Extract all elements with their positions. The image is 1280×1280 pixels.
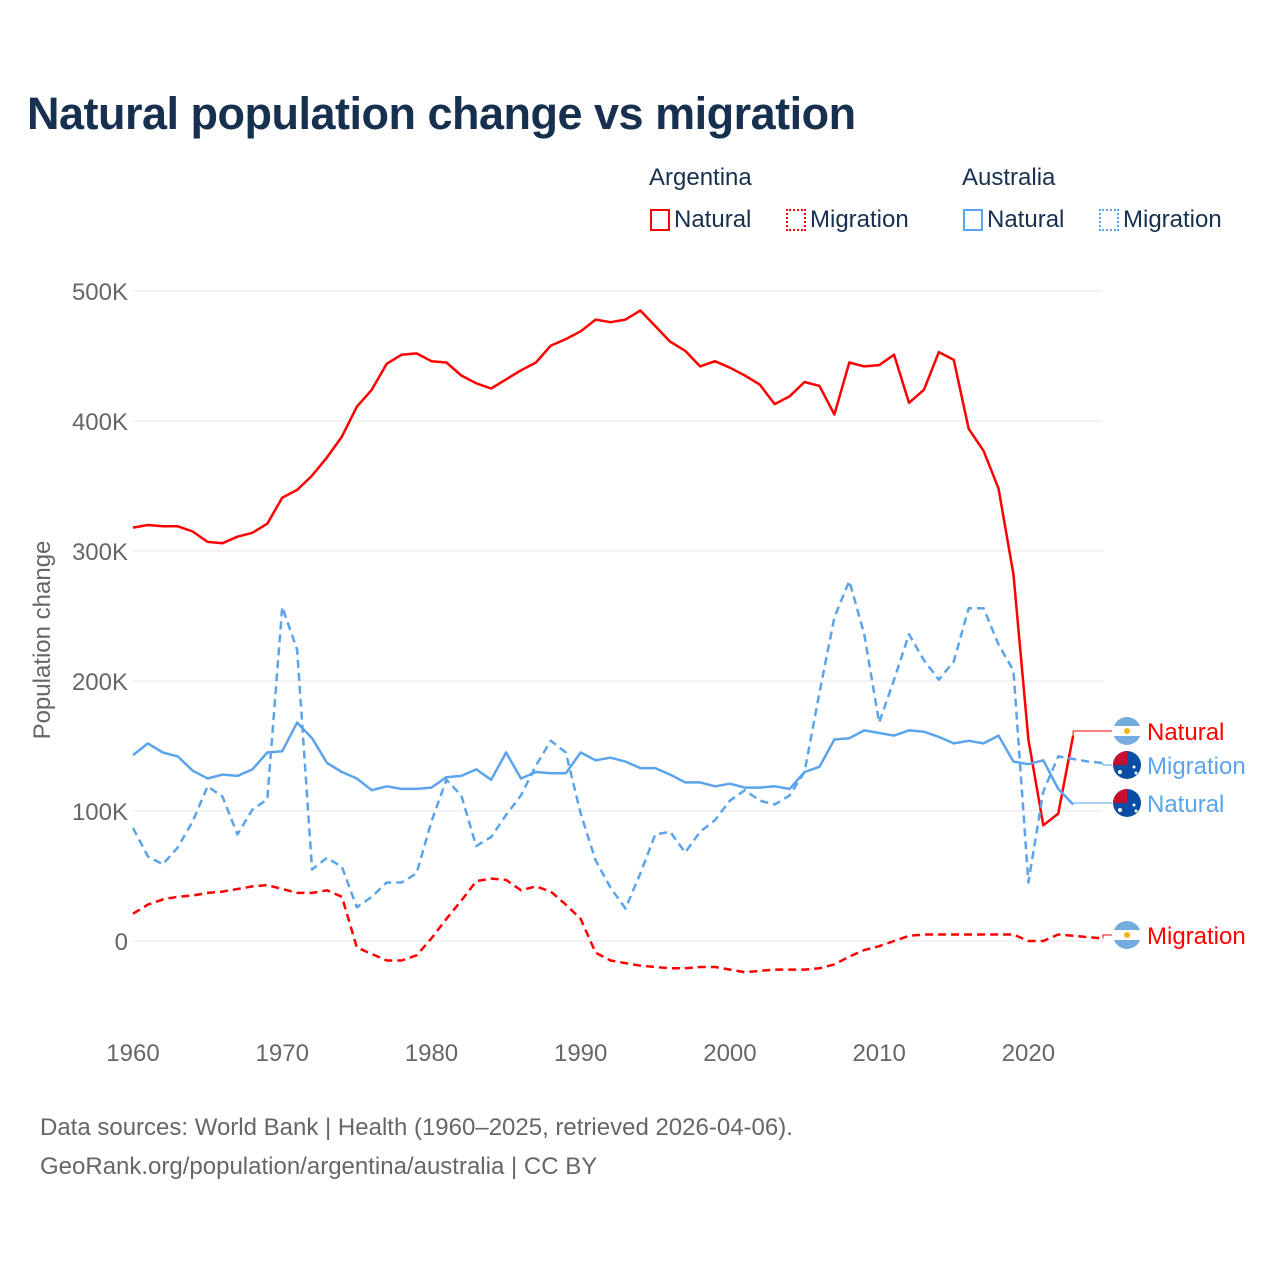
- legend-label: Natural: [674, 206, 752, 233]
- flag-star: [1134, 771, 1138, 775]
- label-leader-line: [1102, 934, 1112, 939]
- label-leader-line: [1102, 762, 1112, 766]
- legend-swatch-dotted: [1099, 209, 1119, 231]
- y-tick-label: 200K: [72, 669, 128, 696]
- x-tick-label: 2010: [852, 1040, 905, 1067]
- x-tick-label: 1970: [256, 1040, 309, 1067]
- flag-star: [1134, 809, 1138, 813]
- label-leader-line: [1072, 730, 1112, 736]
- footer-link[interactable]: GeoRank.org/population/argentina/austral…: [40, 1153, 598, 1180]
- chart-title: Natural population change vs migration: [27, 88, 856, 139]
- footer-sources: Data sources: World Bank | Health (1960–…: [40, 1114, 793, 1141]
- flag-star: [1118, 770, 1122, 774]
- flag-union-jack: [1113, 751, 1127, 765]
- y-tick-label: 300K: [72, 539, 128, 566]
- legend-swatch-dotted: [786, 209, 806, 231]
- legend-australia-migration[interactable]: Migration: [1099, 206, 1222, 234]
- series-line-argentina-natural: [132, 309, 1075, 827]
- footer: Data sources: World Bank | Health (1960–…: [40, 1108, 793, 1186]
- y-axis-label: Population change: [29, 541, 56, 740]
- y-tick-label: 500K: [72, 279, 128, 306]
- x-tick-label: 1990: [554, 1040, 607, 1067]
- series-line-australia-migration: [131, 579, 1104, 910]
- end-label-argentina-migration: Migration: [1147, 923, 1246, 950]
- legend-swatch-solid: [650, 209, 670, 231]
- legend-group-australia: Australia: [962, 164, 1056, 191]
- label-leader-line: [1072, 802, 1112, 805]
- end-label-australia-migration: Migration: [1147, 753, 1246, 780]
- flag-star: [1132, 803, 1136, 807]
- flag-star: [1118, 808, 1122, 812]
- flag-sun: [1124, 728, 1130, 734]
- x-tick-label: 2000: [703, 1040, 756, 1067]
- legend-label: Migration: [1123, 206, 1222, 233]
- series-line-australia-natural: [132, 721, 1075, 806]
- x-tick-label: 2020: [1002, 1040, 1055, 1067]
- flag-sun: [1124, 932, 1130, 938]
- flag-union-jack: [1113, 789, 1127, 803]
- legend-label: Migration: [810, 206, 909, 233]
- legend-swatch-solid: [963, 209, 983, 231]
- legend-group-argentina: Argentina: [649, 164, 752, 191]
- y-tick-label: 0: [115, 929, 128, 956]
- y-tick-label: 100K: [72, 799, 128, 826]
- y-tick-label: 400K: [72, 409, 128, 436]
- end-label-australia-natural: Natural: [1147, 791, 1224, 818]
- flag-star: [1132, 765, 1136, 769]
- x-tick-label: 1980: [405, 1040, 458, 1067]
- legend-label: Natural: [987, 206, 1065, 233]
- legend-australia-natural[interactable]: Natural: [963, 206, 1064, 234]
- end-label-argentina-natural: Natural: [1147, 719, 1224, 746]
- legend-argentina-natural[interactable]: Natural: [650, 206, 751, 234]
- x-tick-label: 1960: [106, 1040, 159, 1067]
- series-line-argentina-migration: [132, 877, 1104, 974]
- legend-argentina-migration[interactable]: Migration: [786, 206, 909, 234]
